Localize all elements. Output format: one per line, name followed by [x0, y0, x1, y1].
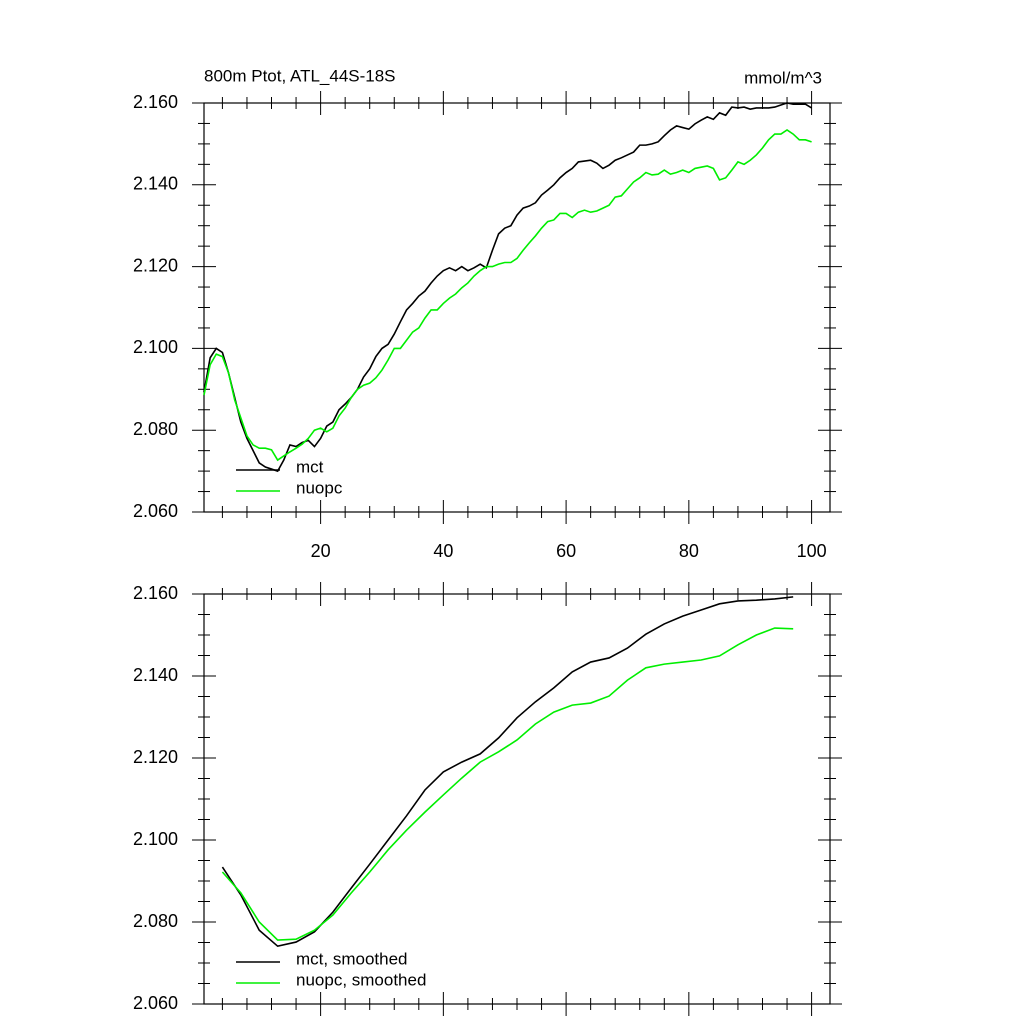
series-line — [203, 129, 812, 462]
legend-label: nuopc, smoothed — [296, 970, 426, 989]
y-tick-label: 2.160 — [133, 92, 178, 112]
x-tick-label: 100 — [797, 541, 827, 561]
units-label: mmol/m^3 — [744, 68, 822, 87]
x-tick-label: 80 — [679, 541, 699, 561]
y-tick-label: 2.100 — [133, 829, 178, 849]
plot-frame — [203, 593, 831, 1005]
chart-title: 800m Ptot, ATL_44S-18S — [204, 66, 396, 85]
y-tick-label: 2.140 — [133, 665, 178, 685]
series-line — [221, 596, 794, 948]
x-tick-label: 60 — [556, 541, 576, 561]
y-tick-label: 2.140 — [133, 174, 178, 194]
y-tick-label: 2.160 — [133, 583, 178, 603]
series-line — [203, 102, 813, 473]
y-tick-label: 2.120 — [133, 747, 178, 767]
y-tick-label: 2.080 — [133, 419, 178, 439]
y-tick-label: 2.060 — [133, 501, 178, 521]
legend-label: mct — [296, 457, 324, 476]
y-tick-label: 2.080 — [133, 911, 178, 931]
x-tick-label: 20 — [311, 541, 331, 561]
x-tick-label: 40 — [433, 541, 453, 561]
y-tick-label: 2.120 — [133, 255, 178, 275]
legend-label: mct, smoothed — [296, 949, 408, 968]
y-tick-label: 2.100 — [133, 337, 178, 357]
series-line — [221, 627, 794, 941]
legend-label: nuopc — [296, 478, 343, 497]
y-tick-label: 2.060 — [133, 993, 178, 1013]
